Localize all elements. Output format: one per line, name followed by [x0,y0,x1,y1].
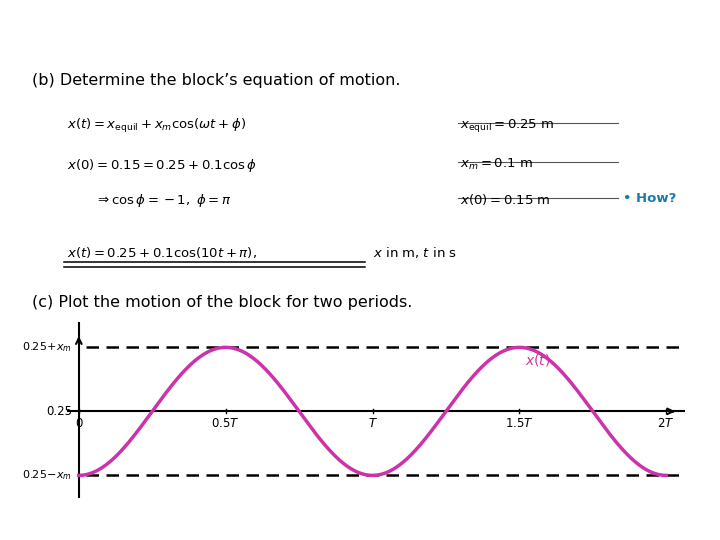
Text: $\Rightarrow \cos\phi = -1,\ \phi = \pi$: $\Rightarrow \cos\phi = -1,\ \phi = \pi$ [95,192,232,209]
Text: Example III: Example III [539,22,695,46]
Text: $x(0) = 0.15$ m: $x(0) = 0.15$ m [460,192,551,207]
Text: Erwin Sitompul: Erwin Sitompul [14,515,128,528]
Text: $x_m = 0.1$ m: $x_m = 0.1$ m [460,157,533,172]
Text: (c) Plot the motion of the block for two periods.: (c) Plot the motion of the block for two… [32,295,413,310]
Text: $x(t) = x_{\rm equil} + x_m \cos(\omega t + \phi)$: $x(t) = x_{\rm equil} + x_m \cos(\omega … [67,117,246,135]
Text: 2/12: 2/12 [668,515,695,528]
Text: (b) Determine the block’s equation of motion.: (b) Determine the block’s equation of mo… [32,73,400,88]
Text: • How?: • How? [623,192,677,205]
Text: University Physics: Waves and Electricity: University Physics: Waves and Electricit… [418,515,660,528]
Text: $x(0) = 0.15 = 0.25 + 0.1\cos\phi$: $x(0) = 0.15 = 0.25 + 0.1\cos\phi$ [67,157,257,174]
Text: $\ x$ in m, $t$ in s: $\ x$ in m, $t$ in s [369,245,457,260]
Text: $x_{\rm equil} = 0.25$ m: $x_{\rm equil} = 0.25$ m [460,117,554,134]
Text: $x(t) = 0.25 + 0.1\cos(10t + \pi),$: $x(t) = 0.25 + 0.1\cos(10t + \pi),$ [67,245,257,260]
